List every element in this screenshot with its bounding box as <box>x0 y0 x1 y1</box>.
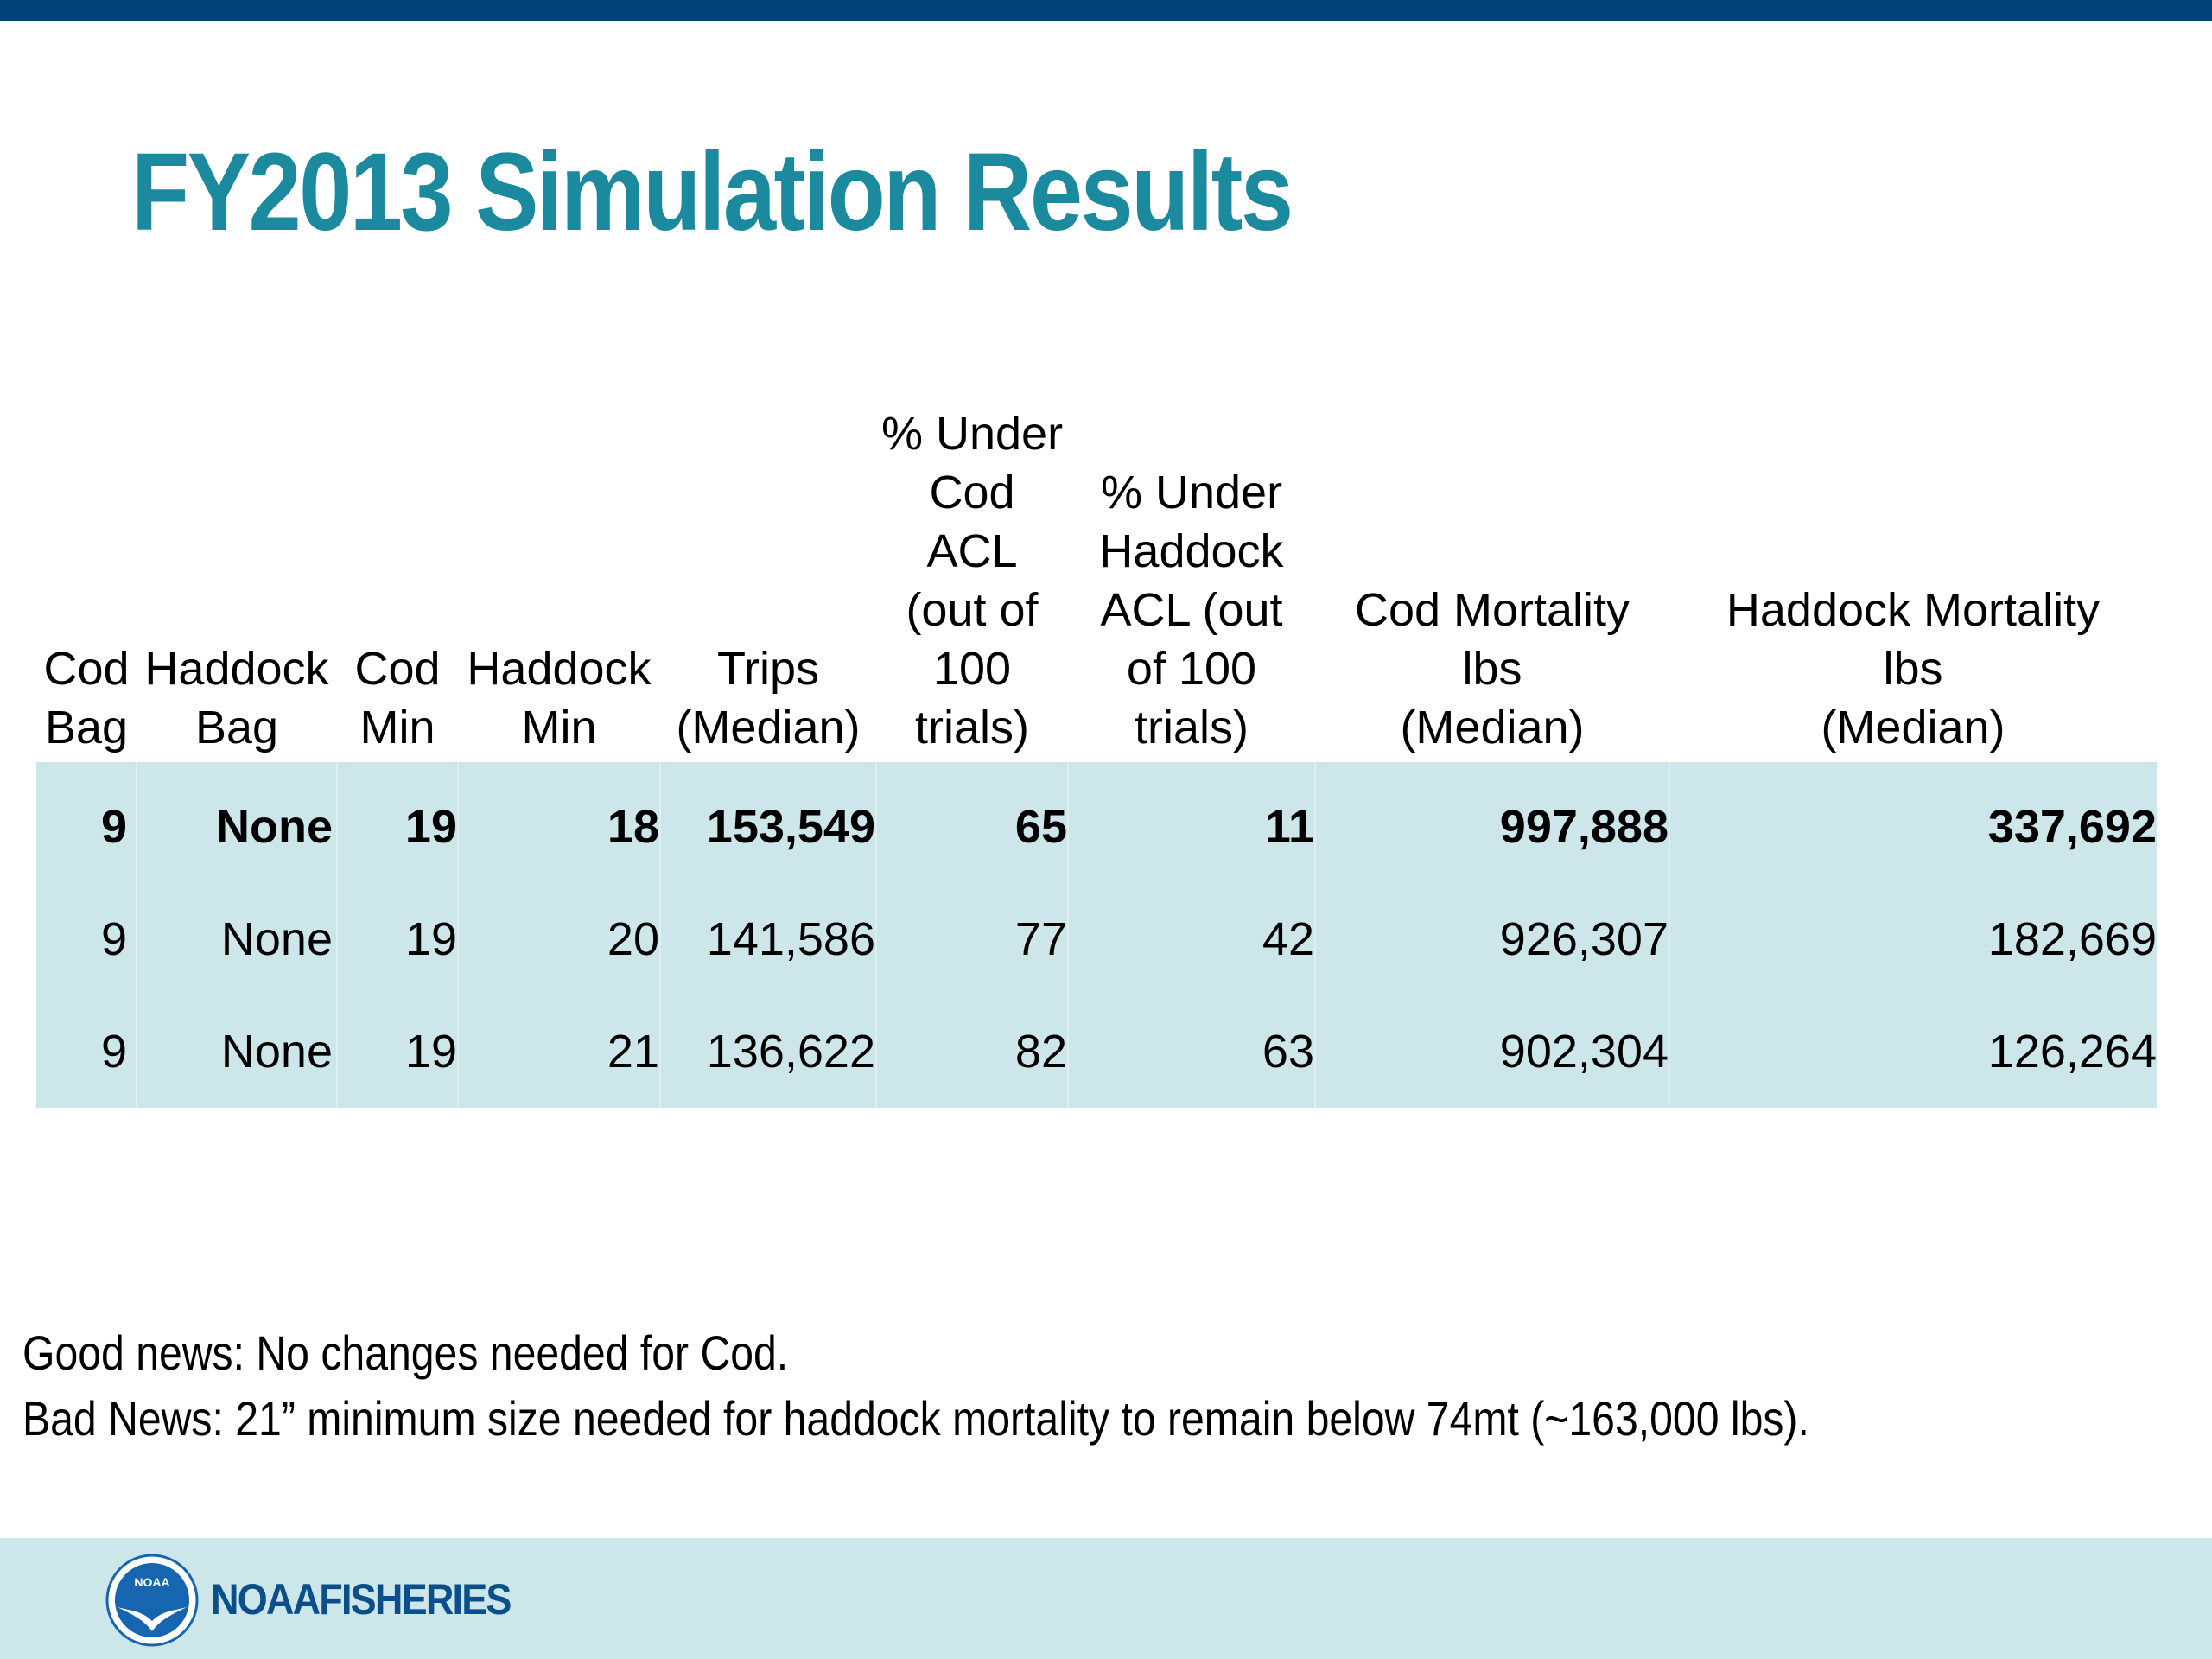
cell-cod-mortality: 902,304 <box>1315 995 1669 1108</box>
header-haddock-min: Haddock Min <box>458 404 660 762</box>
cell-haddock-mortality: 337,692 <box>1669 762 2157 883</box>
header-line: trials) <box>1068 698 1315 757</box>
cell-pct-under-cod-acl: 77 <box>876 883 1068 995</box>
header-line: Min <box>458 698 660 757</box>
table-header-row: Cod Bag Haddock Bag Cod Min Haddock Min … <box>36 404 2157 762</box>
header-line: Cod Mortality <box>1315 581 1669 639</box>
header-line: lbs <box>1669 639 2157 698</box>
header-line: 100 <box>876 639 1068 698</box>
cell-trips: 141,586 <box>660 883 876 995</box>
cell-trips: 136,622 <box>660 995 876 1108</box>
header-line: Bag <box>137 698 337 757</box>
header-cod-mortality: Cod Mortality lbs (Median) <box>1315 404 1669 762</box>
header-trips: Trips (Median) <box>660 404 876 762</box>
header-cod-bag: Cod Bag <box>36 404 137 762</box>
good-news-note: Good news: No changes needed for Cod. <box>22 1320 1809 1386</box>
header-line: Trips <box>660 639 876 698</box>
header-line: Haddock <box>137 639 337 698</box>
cell-haddock-min: 21 <box>458 995 660 1108</box>
header-line: ACL (out <box>1068 581 1315 639</box>
cell-pct-under-haddock-acl: 42 <box>1068 883 1315 995</box>
table-row: 9 None 19 21 136,622 82 63 902,304 126,2… <box>36 995 2157 1108</box>
header-line: Cod <box>876 463 1068 522</box>
cell-cod-mortality: 997,888 <box>1315 762 1669 883</box>
header-line: of 100 <box>1068 639 1315 698</box>
cell-pct-under-haddock-acl: 11 <box>1068 762 1315 883</box>
cell-haddock-mortality: 182,669 <box>1669 883 2157 995</box>
header-line: Min <box>337 698 458 757</box>
header-line: (Median) <box>660 698 876 757</box>
header-line: % Under <box>1068 463 1315 522</box>
header-line: trials) <box>876 698 1068 757</box>
cell-pct-under-cod-acl: 65 <box>876 762 1068 883</box>
cell-cod-bag: 9 <box>36 762 137 883</box>
cell-pct-under-cod-acl: 82 <box>876 995 1068 1108</box>
top-accent-bar <box>0 0 2212 21</box>
cell-cod-bag: 9 <box>36 883 137 995</box>
cell-trips: 153,549 <box>660 762 876 883</box>
header-pct-under-haddock-acl: % Under Haddock ACL (out of 100 trials) <box>1068 404 1315 762</box>
header-line: lbs <box>1315 639 1669 698</box>
header-line: (Median) <box>1315 698 1669 757</box>
header-line: (out of <box>876 581 1068 639</box>
header-line: Haddock <box>1068 522 1315 581</box>
cell-haddock-min: 18 <box>458 762 660 883</box>
noaa-emblem-icon: NOAA <box>105 1554 199 1647</box>
header-line: % Under <box>876 404 1068 463</box>
noaa-fisheries-logo-text: NOAAFISHERIES <box>211 1573 511 1625</box>
notes-block: Good news: No changes needed for Cod. Ba… <box>22 1320 1809 1452</box>
header-line: Cod <box>337 639 458 698</box>
header-line: Cod <box>36 639 137 698</box>
header-line: ACL <box>876 522 1068 581</box>
cell-haddock-min: 20 <box>458 883 660 995</box>
table-row: 9 None 19 20 141,586 77 42 926,307 182,6… <box>36 883 2157 995</box>
header-line: Haddock Mortality <box>1669 581 2157 639</box>
simulation-results-table: Cod Bag Haddock Bag Cod Min Haddock Min … <box>36 404 2157 1108</box>
header-haddock-bag: Haddock Bag <box>137 404 337 762</box>
cell-haddock-bag: None <box>137 995 337 1108</box>
header-cod-min: Cod Min <box>337 404 458 762</box>
cell-cod-bag: 9 <box>36 995 137 1108</box>
cell-cod-mortality: 926,307 <box>1315 883 1669 995</box>
header-haddock-mortality: Haddock Mortality lbs (Median) <box>1669 404 2157 762</box>
slide-title: FY2013 Simulation Results <box>131 128 1292 257</box>
logo-noaa: NOAA <box>211 1575 319 1624</box>
header-line: Haddock <box>458 639 660 698</box>
bad-news-note: Bad News: 21” minimum size needed for ha… <box>22 1386 1809 1452</box>
emblem-text: NOAA <box>134 1575 169 1589</box>
logo-fisheries: FISHERIES <box>319 1575 510 1624</box>
cell-cod-min: 19 <box>337 762 458 883</box>
table-row: 9 None 19 18 153,549 65 11 997,888 337,6… <box>36 762 2157 883</box>
cell-cod-min: 19 <box>337 883 458 995</box>
cell-haddock-mortality: 126,264 <box>1669 995 2157 1108</box>
cell-pct-under-haddock-acl: 63 <box>1068 995 1315 1108</box>
header-pct-under-cod-acl: % Under Cod ACL (out of 100 trials) <box>876 404 1068 762</box>
cell-haddock-bag: None <box>137 762 337 883</box>
cell-cod-min: 19 <box>337 995 458 1108</box>
cell-haddock-bag: None <box>137 883 337 995</box>
header-line: (Median) <box>1669 698 2157 757</box>
header-line: Bag <box>36 698 137 757</box>
